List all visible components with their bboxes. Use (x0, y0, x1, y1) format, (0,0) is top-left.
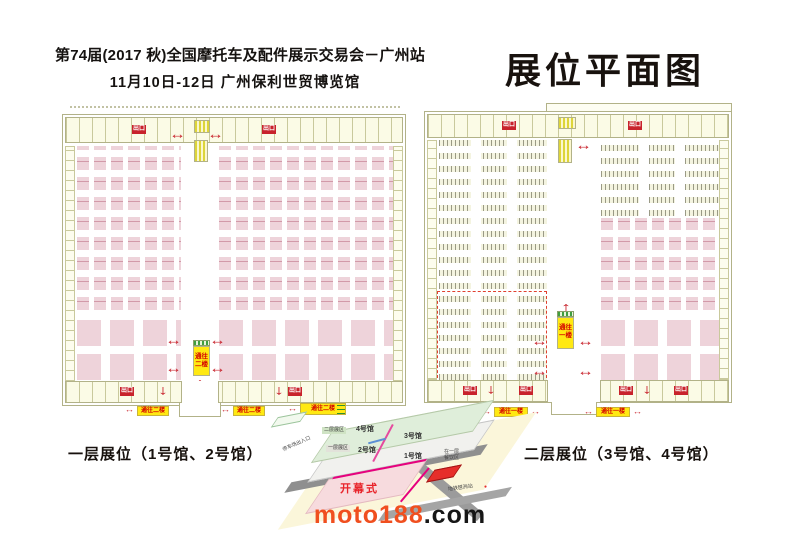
two-way-arrow-icon: ↔ (124, 406, 135, 415)
floor2-exit-badge: 出口 (674, 386, 688, 395)
floor2-escalator-hatch (557, 311, 574, 317)
down-arrow-icon: ↓ (273, 382, 285, 398)
two-way-arrow-icon: ↔ (531, 334, 548, 350)
up-arrow-icon: ↑ (560, 299, 572, 315)
floor1-west-edge-booths (65, 146, 75, 382)
floor1-exit-badge: 出口 (288, 387, 302, 396)
floor1-exit-badge: 出口 (120, 387, 134, 396)
overview-hall3-label: 3号馆 (404, 433, 422, 440)
brand-suffix: .com (423, 501, 487, 529)
hall4-strip-booths (439, 140, 547, 380)
hall3-booth-grid (601, 218, 719, 310)
level1-zone-tag: 一层展区 (326, 445, 351, 452)
down-arrow-icon: ↓ (157, 382, 169, 398)
brand-name: moto188 (313, 501, 424, 529)
stair-label: 二楼 (195, 361, 208, 368)
two-way-arrow-icon: ↔ (575, 138, 592, 154)
hall2-booth-grid (77, 146, 181, 310)
floor1-link-to-2f: 通往二楼 (137, 406, 169, 416)
two-way-arrow-icon: ↔ (169, 127, 186, 143)
overview-hall1-label: 1号馆 (404, 453, 422, 460)
hall1-large-booths (219, 312, 393, 380)
two-way-arrow-icon: ↔ (577, 334, 594, 350)
two-way-arrow-icon: ↔ (209, 361, 226, 377)
floor1-main-entrance (179, 403, 221, 417)
floor1-link-to-2f: 通往二楼 (233, 406, 265, 416)
floor1-canopy (70, 106, 400, 108)
floor1-corridor-gap (181, 381, 219, 403)
hall2-large-booths (77, 312, 181, 380)
dining-label-line2: 餐饮区 (444, 454, 460, 461)
hall4-aisle (471, 140, 481, 380)
level2-zone-tag: 二层展区 (322, 427, 347, 434)
two-way-arrow-icon: ↔ (481, 408, 492, 417)
stair-label: 通往 (195, 353, 208, 360)
floor2-top-facade (427, 114, 729, 138)
hall3-aisle (639, 140, 649, 216)
hall3-large-booths (601, 312, 719, 380)
floor1-east-edge-booths (393, 146, 403, 382)
floor1-exit-badge: 出口 (262, 125, 276, 134)
two-way-arrow-icon: ↔ (287, 405, 298, 414)
floor2-link-to-1f: 通往一楼 (596, 407, 630, 417)
floor2-west-edge-booths (427, 140, 437, 380)
floor2-exit-badge: 出口 (628, 121, 642, 130)
overview-hall4-label: 4号馆 (356, 426, 374, 433)
stair-label: 通往 (559, 324, 572, 331)
two-way-arrow-icon: ↔ (165, 361, 182, 377)
floor2-exit-badge: 出口 (519, 386, 533, 395)
parking-entrance-label: 停车场出入口 (281, 435, 312, 453)
floor1-plan: 出口 出口 ↔ ↔ ↔ ↔ ↔ ↔ 通往 二楼 ↑ 出口 出口 ↓ ↓ ↔ 通往… (62, 100, 408, 420)
hall1-booth-grid (219, 146, 393, 310)
floor2-exit-badge: 出口 (463, 386, 477, 395)
metro-dot-icon: ● (484, 484, 488, 490)
floor2-plan: 出口 出口 ↔ ↔ ↑ 通往 一楼 ↔ ↔ ↔ ↔ 出口 出口 出口 出口 ↓ (424, 95, 734, 420)
two-way-arrow-icon: ↔ (209, 333, 226, 349)
two-way-arrow-icon: ↔ (632, 408, 643, 417)
dining-label-line1: 在一层 (444, 449, 460, 455)
hall4-aisle (507, 140, 517, 380)
event-title-line2: 11月10日-12日 广州保利世贸博览馆 (109, 75, 361, 91)
page-title: 展位平面图 (505, 50, 706, 91)
event-title-line1: 第74届(2017 秋)全国摩托车及配件展示交易会－广州站 (55, 47, 426, 64)
site-overview-map: 4号馆 3号馆 2号馆 1号馆 二层展区 一层展区 停车场出入口 开幕式 在一层… (270, 399, 537, 530)
floor1-bottom-facade (65, 381, 403, 403)
floor2-stairs-hatch (558, 117, 576, 129)
floor2-stair-to-1f: 通往 一楼 (557, 317, 574, 349)
floor2-exit-badge: 出口 (619, 386, 633, 395)
floor1-top-facade (65, 117, 403, 143)
site-brand: moto188.com (314, 501, 486, 530)
floor1-exit-badge: 出口 (132, 125, 146, 134)
down-arrow-icon: ↓ (485, 381, 497, 397)
stair-label: 一楼 (559, 332, 572, 339)
event-title-block: 第74届(2017 秋)全国摩托车及配件展示交易会－广州站 11月10日-12日… (55, 44, 426, 92)
canopy-structure (270, 411, 308, 428)
floor2-east-edge-booths (719, 140, 729, 380)
two-way-arrow-icon: ↔ (531, 364, 548, 380)
floor1-escalator-link: 通往二楼 (300, 403, 346, 415)
two-way-arrow-icon: ↔ (577, 364, 594, 380)
floor1-stair-to-2f: 通往 二楼 (193, 346, 210, 376)
opening-ceremony-label: 开幕式 (340, 483, 379, 495)
floor2-caption: 二层展位（3号馆、4号馆） (524, 446, 719, 463)
two-way-arrow-icon: ↔ (207, 127, 224, 143)
two-way-arrow-icon: ↔ (583, 408, 594, 417)
hall3-aisle (675, 140, 685, 216)
down-arrow-icon: ↓ (641, 381, 653, 397)
floor1-caption: 一层展位（1号馆、2号馆） (68, 446, 263, 463)
floor2-corridor-gap (547, 380, 601, 402)
two-way-arrow-icon: ↔ (220, 406, 231, 415)
floor2-exit-badge: 出口 (502, 121, 516, 130)
floor1-stairs-hatch (194, 140, 208, 162)
floor2-stairs-hatch (558, 139, 572, 163)
floor1-stairs-hatch (194, 120, 210, 133)
two-way-arrow-icon: ↔ (165, 333, 182, 349)
hall3-strip-booths (601, 140, 719, 216)
overview-hall2-label: 2号馆 (358, 447, 376, 454)
floor1-escalator-hatch (193, 340, 210, 346)
